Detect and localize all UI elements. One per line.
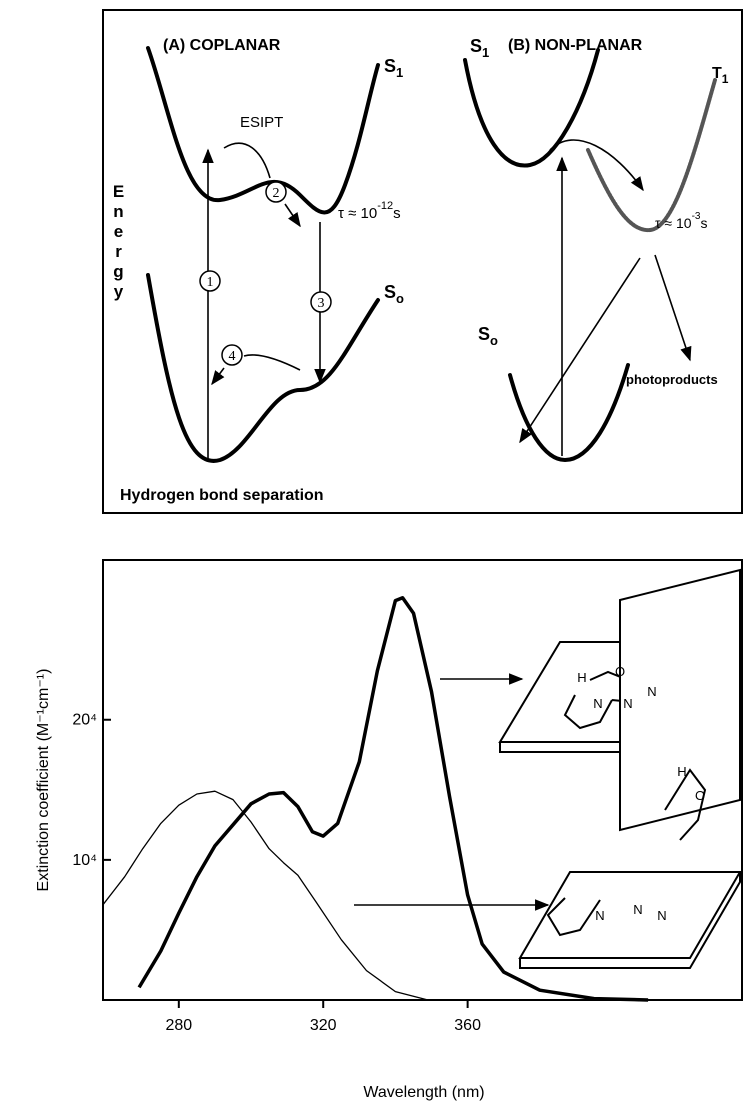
lifetime-a-exp: -12 (377, 200, 393, 212)
lifetime-b-exp: -3 (692, 211, 701, 222)
lifetime-b-prefix: τ ≈ 10 (655, 215, 692, 231)
lifetime-a: τ ≈ 10-12s (338, 200, 401, 222)
y-tick-label: 20⁴ (72, 712, 97, 729)
twisted-molecule (546, 768, 707, 937)
s1-b-sub: 1 (482, 45, 489, 60)
s1-b-label: S1 (470, 36, 489, 60)
lifetime-b: τ ≈ 10-3s (655, 211, 707, 231)
panel-a-title: (A) COPLANAR (163, 37, 281, 54)
t1-label: T1 (712, 65, 729, 86)
atom-label: N (657, 908, 666, 923)
lifetime-a-unit: s (393, 205, 401, 222)
x-tick-label: 360 (454, 1017, 481, 1034)
s0-b-label: So (478, 324, 498, 348)
atom-label: N (647, 684, 656, 699)
atom-label: H (577, 670, 586, 685)
step-circle (265, 181, 287, 203)
y-tick-label: 10⁴ (72, 852, 97, 869)
plot: 280 320 360 10⁴ 20⁴ (72, 596, 649, 1034)
s0-b-curve (508, 363, 630, 463)
s0-b-s: S (478, 324, 490, 344)
plot-frame (102, 559, 743, 1001)
step-number: 2 (273, 186, 280, 201)
atom-label: N (593, 696, 602, 711)
s1-s: S (384, 56, 396, 76)
s1-label: S1 (384, 56, 403, 80)
t1-curve (586, 78, 717, 233)
photoproducts-label: photoproducts (626, 372, 718, 387)
s0-curve (146, 273, 380, 463)
step-markers: 1 2 3 4 (199, 181, 332, 366)
atom-label: H (677, 764, 686, 779)
x-axis-title: Wavelength (nm) (363, 1084, 484, 1101)
step-number: 3 (318, 296, 325, 311)
s0-b-sub: o (490, 333, 498, 348)
s0-sub: o (396, 291, 404, 306)
reverse-arrow-head (211, 367, 225, 386)
reverse-arrow (243, 354, 301, 371)
twisted-horizontal-plane (518, 871, 742, 969)
atom-label: N (595, 908, 604, 923)
lifetime-b-unit: s (700, 215, 707, 231)
photoproduct-arrow (654, 254, 692, 362)
lifetime-a-prefix: τ ≈ 10 (338, 205, 377, 222)
x-tick-label: 280 (165, 1017, 192, 1034)
twisted-vertical-plane (619, 568, 741, 832)
phosphorescence-arrow (519, 257, 641, 444)
energy-axis-label: Energy (109, 182, 128, 302)
step-circle (310, 291, 332, 313)
s1-b-curve (463, 48, 600, 168)
esipt-arrow (223, 142, 271, 179)
atom-label: N (623, 696, 632, 711)
atom-label: O (615, 664, 625, 679)
step-circle (221, 344, 243, 366)
s0-label: So (384, 282, 404, 306)
y-axis-title: Extinction coefficient (M⁻¹cm⁻¹) (35, 669, 52, 892)
spectrum-line (137, 596, 649, 1002)
x-tick-label: 320 (310, 1017, 337, 1034)
s0-s: S (384, 282, 396, 302)
esipt-arrow-head (284, 203, 301, 228)
atom-label: N (633, 902, 642, 917)
atom-label: O (695, 788, 705, 803)
x-axis-label: Hydrogen bond separation (120, 487, 324, 504)
esipt-label: ESIPT (240, 114, 283, 131)
spectrum-line (102, 790, 429, 1001)
panel-b-title: (B) NON-PLANAR (508, 37, 643, 54)
step-circle (199, 270, 221, 292)
s1-sub: 1 (396, 65, 403, 80)
s1-b-s: S (470, 36, 482, 56)
step-number: 1 (207, 275, 214, 290)
diagram-frame (102, 9, 743, 514)
s1-curve (146, 46, 380, 215)
t1-sub: 1 (722, 72, 729, 86)
t1-t: T (712, 65, 722, 82)
isc-arrow (549, 139, 644, 192)
step-number: 4 (229, 349, 236, 364)
